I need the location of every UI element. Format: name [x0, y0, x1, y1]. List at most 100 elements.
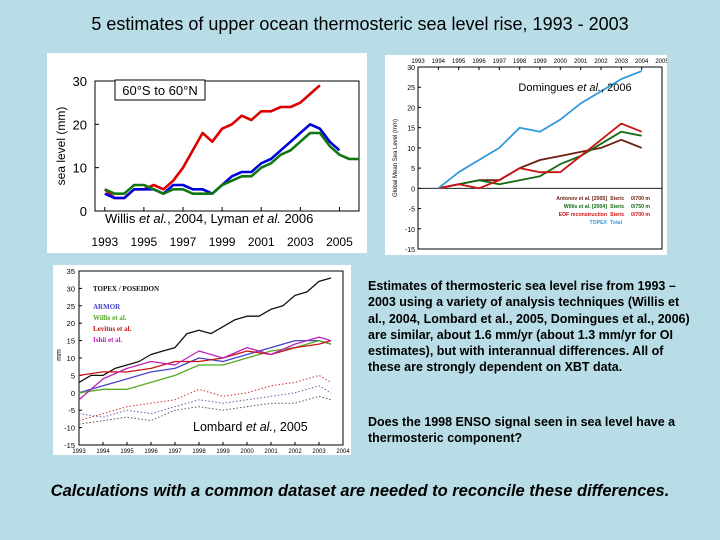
- y-tick-label: 5: [71, 371, 75, 380]
- series-line-dotted-2: [78, 385, 332, 418]
- chart-domingues-svg: 30 25 20 15 10 5 0 -5 -10 -15 1993 1994 1995 1996 1997…: [393, 59, 667, 254]
- y-tick-label: -15: [405, 247, 415, 254]
- chart-willis-lyman-svg: 0 10 20 30 1993 1995 1997 1999 2001 2003 2005 sea l…: [54, 74, 360, 249]
- y-axis-label: sea level (mm): [54, 107, 68, 186]
- y-tick-label: 15: [67, 337, 75, 346]
- question-text: Does the 1998 ENSO signal seen in sea le…: [368, 415, 676, 446]
- y-tick-label: 0: [71, 389, 75, 398]
- page-title: 5 estimates of upper ocean thermosteric …: [91, 14, 629, 34]
- y-tick-label: 25: [407, 85, 415, 92]
- legend-depth: 0/700 m: [631, 212, 650, 218]
- legend-type: Steric: [610, 204, 625, 210]
- y-tick-label: 15: [407, 126, 415, 133]
- series-line-dotted-1: [78, 374, 332, 422]
- x-tick-label: 2004: [635, 59, 649, 65]
- x-tick-label: 2005: [326, 235, 353, 249]
- x-tick-label: 2003: [287, 235, 314, 249]
- x-tick-label: 1998: [513, 59, 527, 65]
- footer-text: Calculations with a common dataset are n…: [50, 482, 670, 500]
- y-axis-label: Global Mean Sea Level (mm): [393, 119, 399, 197]
- y-tick-label: 20: [407, 105, 415, 112]
- chart-caption: Willis et al., 2004, Lyman et al. 2006: [105, 211, 313, 226]
- legend-name: Antonov et al. [2005]: [556, 196, 607, 202]
- y-tick-label: -5: [409, 207, 415, 214]
- series-line-levitus-et-al-: [78, 339, 332, 377]
- y-tick-label: 0: [411, 186, 415, 193]
- x-tick-label: 1997: [493, 59, 507, 65]
- y-tick-label: 30: [67, 284, 75, 293]
- x-tick-label: 2001: [264, 449, 278, 455]
- series-line-topex-total: [437, 70, 643, 190]
- chart-lombard: 35 30 25 20 15 10 5 0 -5 -10 -15 1993 1994 1995 1996 19…: [53, 265, 351, 455]
- legend-entry: TOPEX / POSEIDON: [93, 285, 159, 293]
- x-tick-label: 1999: [216, 449, 230, 455]
- chart-caption: Lombard et al., 2005: [193, 420, 308, 434]
- y-tick-label: 10: [67, 354, 75, 363]
- x-tick-label: 1999: [209, 235, 236, 249]
- x-tick-label: 2001: [574, 59, 588, 65]
- plot-frame: [417, 66, 663, 250]
- x-tick-label: 1995: [131, 235, 158, 249]
- chart-willis-lyman: 0 10 20 30 1993 1995 1997 1999 2001 2003 2005 sea l…: [47, 53, 367, 253]
- y-tick-label: 10: [407, 146, 415, 153]
- x-tick-label: 1993: [411, 59, 425, 65]
- x-tick-label: 2002: [288, 449, 302, 455]
- x-tick-label: 1999: [533, 59, 547, 65]
- y-tick-label: 25: [67, 302, 75, 311]
- x-tick-label: 1994: [432, 59, 446, 65]
- legend-name: Willis et al. [2004]: [564, 204, 607, 210]
- legend-entry: Ishii et al.: [93, 336, 123, 344]
- legend-type: Steric: [610, 196, 625, 202]
- y-tick-label: 20: [73, 117, 87, 132]
- legend-name: EOF reconstruction: [559, 212, 607, 218]
- legend-entry: Levitus et al.: [93, 325, 132, 333]
- legend-type: Steric: [610, 212, 625, 218]
- x-tick-label: 2004: [336, 449, 350, 455]
- y-tick-label: -10: [405, 227, 415, 234]
- y-tick-label: -15: [64, 441, 75, 450]
- x-tick-label: 2005: [655, 59, 667, 65]
- series-line-dotted-3: [78, 395, 332, 425]
- x-tick-label: 2003: [615, 59, 629, 65]
- x-tick-label: 2001: [248, 235, 275, 249]
- legend-entry: Willis et al.: [93, 314, 127, 322]
- y-axis-label: mm: [56, 349, 63, 361]
- region-label-box: [114, 79, 206, 101]
- x-tick-label: 1995: [120, 449, 134, 455]
- y-tick-label: 5: [411, 166, 415, 173]
- x-tick-label: 2003: [312, 449, 326, 455]
- x-tick-label: 1998: [192, 449, 206, 455]
- y-tick-label: -10: [64, 424, 75, 433]
- series-line-willis-et-al-2004-steric-0-750-m: [438, 130, 642, 190]
- series-line-eof-reconstruction-steric-0-700-m: [438, 122, 643, 190]
- x-tick-label: 1997: [168, 449, 182, 455]
- y-tick-label: 20: [67, 319, 75, 328]
- series-line-topex-poseidon: [78, 277, 332, 383]
- legend-depth: 0/700 m: [631, 196, 650, 202]
- x-tick-label: 2000: [554, 59, 568, 65]
- y-tick-label: 30: [73, 74, 87, 89]
- x-tick-label: 1996: [472, 59, 486, 65]
- legend-name: TOPEX: [590, 220, 608, 226]
- legend-entry: ARMOR: [93, 303, 121, 311]
- x-tick-label: 1993: [72, 449, 86, 455]
- x-tick-label: 1993: [91, 235, 118, 249]
- series-line-green: [104, 131, 359, 195]
- x-tick-label: 2000: [240, 449, 254, 455]
- y-tick-label: -5: [68, 406, 75, 415]
- series-line-ishii-et-al-: [78, 336, 332, 401]
- legend-type: Total: [610, 220, 623, 226]
- x-tick-label: 1996: [144, 449, 158, 455]
- x-tick-label: 1995: [452, 59, 466, 65]
- x-tick-label: 1997: [170, 235, 197, 249]
- chart-title: Domingues et al., 2006: [518, 82, 631, 94]
- plot-frame: [78, 270, 344, 446]
- description-text: Estimates of thermosteric sea level rise…: [368, 279, 690, 375]
- y-tick-label: 35: [67, 267, 75, 276]
- y-tick-label: 10: [73, 161, 87, 176]
- x-tick-label: 2002: [594, 59, 608, 65]
- y-tick-label: 0: [80, 204, 87, 219]
- legend-depth: 0/750 m: [631, 204, 650, 210]
- chart-domingues: 30 25 20 15 10 5 0 -5 -10 -15 1993 1994 1995 1996 1997…: [385, 55, 667, 255]
